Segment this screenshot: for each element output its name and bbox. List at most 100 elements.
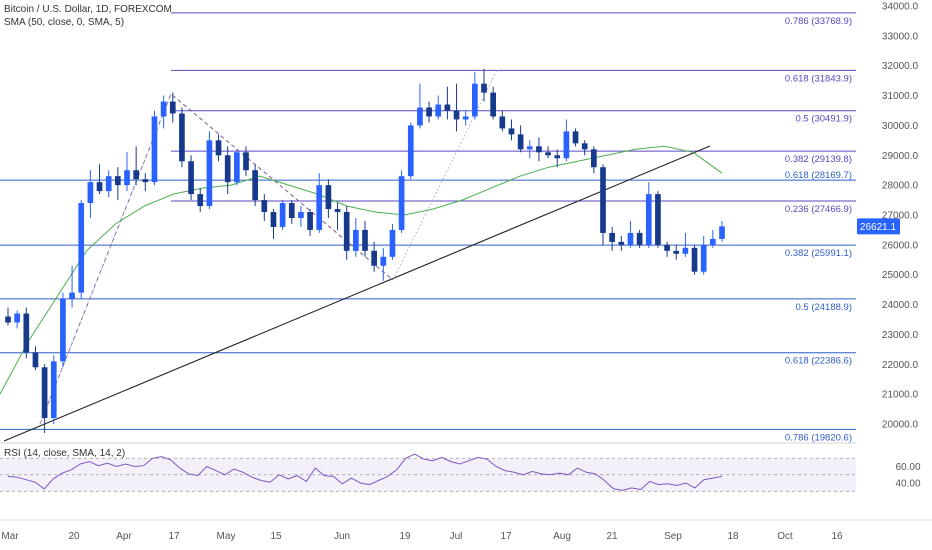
price-tick-label: 29000.0 <box>882 151 919 162</box>
candle-body <box>417 107 423 126</box>
time-tick-label: Aug <box>553 531 571 542</box>
candle-body <box>279 203 286 227</box>
fib-level-label: 0.236 (27466.9) <box>785 204 852 215</box>
time-tick-label: Apr <box>116 531 132 542</box>
time-tick-label: 15 <box>270 531 282 542</box>
price-tick-label: 30000.0 <box>882 121 919 132</box>
price-tick-label: 31000.0 <box>882 91 919 102</box>
candle-body <box>78 203 85 293</box>
chart-title: Bitcoin / U.S. Dollar, 1D, FOREXCOM <box>4 4 172 15</box>
candle-body <box>444 104 451 111</box>
fib-level-label: 0.786 (33768.9) <box>785 16 852 27</box>
time-tick-label: May <box>217 531 236 542</box>
candle-body <box>462 116 469 120</box>
rsi-line <box>7 453 723 491</box>
candle-body <box>435 104 442 117</box>
candle-body <box>563 131 570 159</box>
rsi-pane[interactable] <box>0 442 856 492</box>
candle-body <box>32 352 39 368</box>
candle-body <box>472 83 478 117</box>
candle-body <box>224 155 231 183</box>
rsi-legend[interactable]: RSI (14, close, SMA, 14, 2) <box>4 448 126 459</box>
candle-body <box>545 152 551 156</box>
candle-body <box>700 244 707 272</box>
candle-body <box>234 152 240 183</box>
time-tick-label: 16 <box>831 531 843 542</box>
candle-body <box>133 170 139 180</box>
time-tick-label: Mar <box>1 531 19 542</box>
candle-body <box>609 232 615 242</box>
candle-body <box>115 176 121 186</box>
fib-level-label: 0.786 (19820.6) <box>785 432 852 443</box>
candle-body <box>554 155 561 159</box>
fib-diagonal <box>39 93 172 425</box>
candle-body <box>673 250 680 254</box>
candle-body <box>188 161 194 195</box>
time-axis[interactable]: Mar 20 Apr 17 May 15 Jun 19 Jul 17 Aug 21 Sep 18 Oct 16 <box>0 519 932 542</box>
candle-body <box>197 194 204 207</box>
candle-body <box>490 92 496 117</box>
candle-body <box>664 244 670 251</box>
price-tick-label: 34000.0 <box>882 2 919 13</box>
price-tick-label: 25000.0 <box>882 270 919 281</box>
trendline <box>3 145 711 442</box>
candle-body <box>105 176 112 192</box>
fibonacci-levels[interactable]: 0.786 (33768.9) 0.618 (31843.9) 0.5 (30491… <box>0 12 856 443</box>
candle-body <box>169 101 176 114</box>
sma-polyline <box>0 145 723 395</box>
candle-body <box>380 256 387 266</box>
candle-body <box>206 140 213 207</box>
fib-level-label: 0.5 (30491.9) <box>795 114 852 125</box>
candle-body <box>261 200 268 213</box>
price-tick-label: 26000.0 <box>882 240 919 251</box>
candle-body <box>60 298 66 362</box>
time-tick-label: 19 <box>399 531 411 542</box>
candle-body <box>517 134 524 150</box>
fib-level-label: 0.618 (31843.9) <box>785 73 852 84</box>
candle-body <box>581 143 588 150</box>
candle-body <box>270 212 277 227</box>
fib-level-label: 0.618 (22386.6) <box>785 356 852 367</box>
candle-body <box>636 232 643 245</box>
rsi-tick-label: 40.00 <box>895 479 920 490</box>
candle-body <box>179 113 185 162</box>
price-tick-label: 24000.0 <box>882 300 919 311</box>
drawing-tools[interactable] <box>3 69 711 442</box>
time-tick-label: Sep <box>664 531 682 542</box>
fib-level-label: 0.5 (24188.9) <box>795 302 852 313</box>
candle-body <box>316 185 323 230</box>
candle-body <box>362 229 368 251</box>
sma-legend[interactable]: SMA (50, close, 0, SMA, 5) <box>4 17 125 28</box>
time-tick-label: 18 <box>727 531 739 542</box>
price-axis[interactable]: 34000.0 33000.0 32000.0 31000.0 30000.0 29000… <box>856 0 932 520</box>
candle-body <box>252 170 258 201</box>
candle-body <box>371 250 377 266</box>
candle-body <box>508 128 515 135</box>
candle-body <box>50 361 57 419</box>
candle-body <box>41 367 48 419</box>
time-tick-label: 20 <box>68 531 80 542</box>
candle-body <box>618 241 625 245</box>
candle-body <box>536 146 542 153</box>
price-tick-label: 23000.0 <box>882 330 919 341</box>
candle-body <box>124 170 130 186</box>
time-tick-label: Jun <box>334 531 350 542</box>
price-tick-label: 27000.0 <box>882 211 919 222</box>
time-tick-label: 17 <box>168 531 180 542</box>
candle-body <box>398 176 405 230</box>
fib-diagonal <box>392 69 498 281</box>
candle-body <box>160 101 167 117</box>
price-tick-label: 21000.0 <box>882 390 919 401</box>
candle-body <box>243 152 249 171</box>
candle-body <box>682 247 689 254</box>
fib-level-label: 0.382 (29139.8) <box>785 154 852 165</box>
time-tick-label: Oct <box>777 531 793 542</box>
time-tick-label: 21 <box>606 531 618 542</box>
candle-body <box>14 313 20 323</box>
candles[interactable] <box>5 68 725 433</box>
candle-body <box>499 116 506 129</box>
candle-body <box>298 212 304 218</box>
candle-body <box>453 110 460 120</box>
candle-body <box>526 146 533 150</box>
